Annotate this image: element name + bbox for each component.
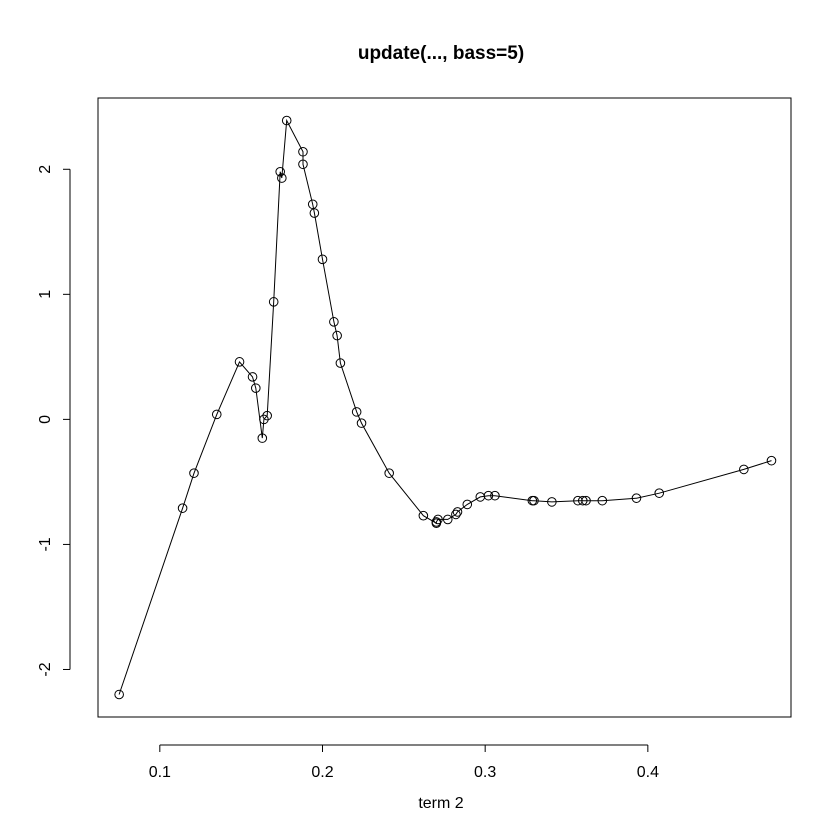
y-axis: -2 -1 0 1 2: [37, 165, 71, 677]
data-point: [451, 509, 461, 520]
data-point: [329, 317, 339, 327]
x-axis-label: term 2: [418, 795, 463, 812]
series-line: [118, 118, 772, 695]
y-tick-label: -2: [37, 662, 54, 676]
data-point: [581, 495, 591, 506]
data-point: [211, 409, 222, 420]
data-point: [452, 507, 463, 517]
data-point: [597, 495, 608, 506]
data-point: [257, 433, 268, 443]
data-point: [275, 166, 285, 177]
data-point: [281, 115, 292, 126]
data-point: [490, 490, 500, 501]
x-tick-label: 0.3: [474, 764, 496, 781]
data-point: [277, 173, 287, 183]
data-point: [234, 357, 245, 367]
data-point: [462, 499, 473, 510]
y-tick-label: 0: [37, 415, 54, 424]
data-point: [298, 159, 308, 170]
plot-box: [97, 97, 792, 718]
y-tick-label: 2: [37, 165, 54, 174]
data-point: [654, 488, 665, 498]
data-point: [547, 497, 557, 507]
series-layer: [114, 115, 777, 700]
y-tick-label: 1: [37, 290, 54, 299]
data-point: [433, 514, 443, 525]
data-point: [114, 689, 124, 700]
data-point: [483, 490, 494, 501]
data-point: [189, 468, 199, 478]
data-point: [335, 358, 346, 368]
data-point: [177, 503, 188, 513]
data-point: [631, 493, 642, 503]
data-point: [247, 372, 258, 382]
data-point: [262, 410, 272, 421]
data-point: [766, 455, 777, 466]
data-point: [351, 407, 362, 417]
x-tick-label: 0.1: [149, 764, 171, 781]
data-point: [442, 514, 453, 525]
x-tick-label: 0.2: [311, 764, 333, 781]
x-tick-label: 0.4: [637, 764, 659, 781]
data-point: [356, 418, 367, 428]
y-tick-label: -1: [37, 537, 54, 551]
data-point: [529, 495, 539, 506]
data-point: [298, 146, 308, 157]
chart-title: update(..., bass=5): [358, 43, 524, 64]
data-point: [250, 383, 261, 393]
data-point: [418, 510, 429, 521]
data-point: [431, 517, 442, 527]
data-point: [384, 468, 394, 478]
x-axis: 0.1 0.2 0.3 0.4: [149, 744, 659, 781]
data-point: [332, 330, 342, 341]
data-point: [309, 208, 320, 218]
data-point: [739, 464, 749, 475]
data-point: [268, 297, 279, 307]
data-point: [577, 495, 588, 506]
data-point: [317, 254, 328, 265]
